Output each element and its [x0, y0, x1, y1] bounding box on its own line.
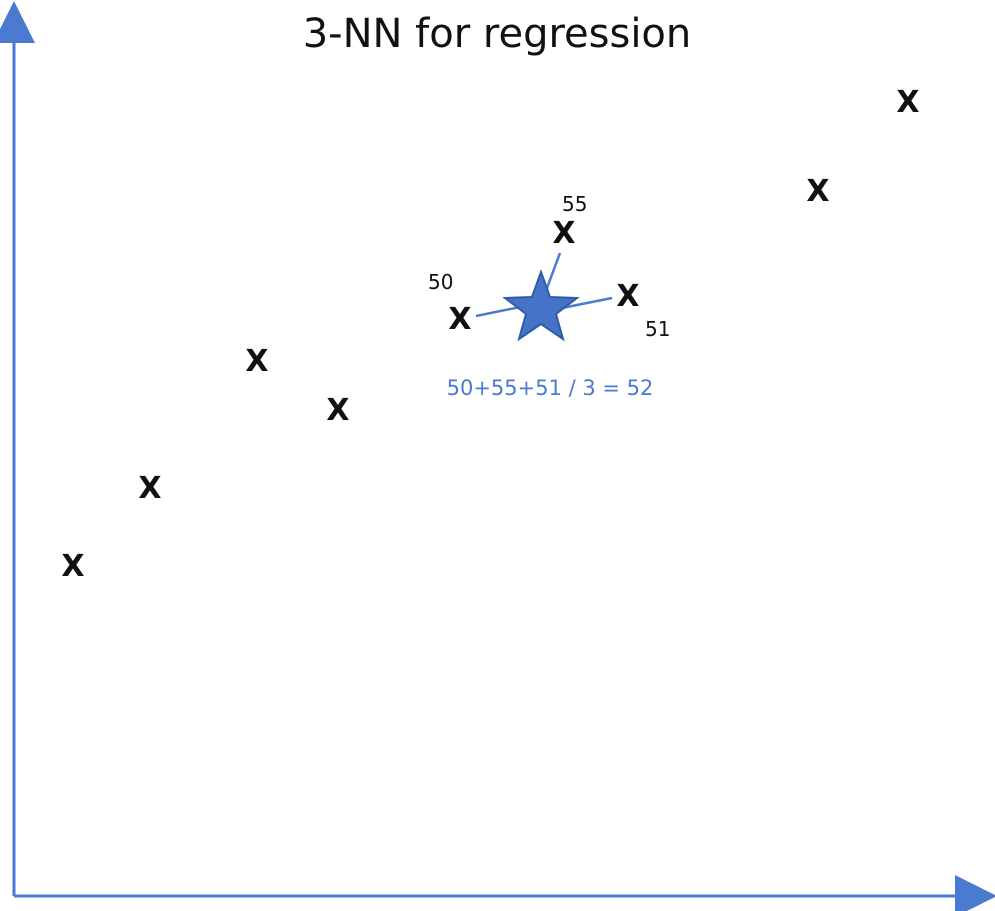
training-point: X — [326, 393, 349, 428]
nearest-neighbor-point: X — [448, 302, 471, 337]
diagram-title: 3-NN for regression — [303, 11, 692, 57]
training-point: X — [896, 85, 919, 120]
neighbor-connector — [561, 296, 613, 310]
neighbor-value-label: 55 — [562, 192, 587, 216]
training-point: X — [138, 471, 161, 506]
training-point: X — [245, 344, 268, 379]
nearest-neighbor-point: X — [552, 216, 575, 251]
training-point: X — [806, 174, 829, 209]
prediction-formula: 50+55+51 / 3 = 52 — [447, 376, 654, 400]
neighbor-value-label: 51 — [645, 317, 670, 341]
nearest-neighbor-point: X — [616, 279, 639, 314]
neighbor-connector — [545, 252, 562, 289]
training-point: X — [61, 549, 84, 584]
star-icon — [502, 269, 580, 342]
neighbor-value-label: 50 — [428, 270, 453, 294]
